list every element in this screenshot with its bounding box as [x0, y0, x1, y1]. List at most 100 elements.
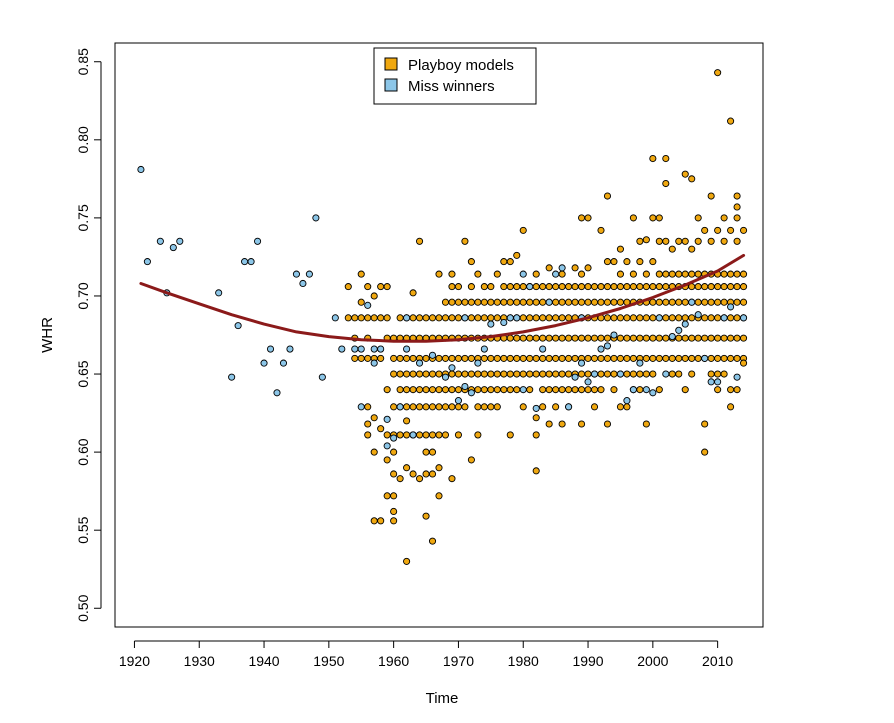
playboy-point — [629, 334, 637, 342]
playboy-point — [688, 270, 696, 278]
playboy-point — [461, 403, 469, 411]
playboy-point — [480, 403, 488, 411]
playboy-point — [584, 370, 592, 378]
playboy-point — [532, 354, 540, 362]
playboy-point — [603, 192, 612, 200]
playboy-point — [733, 314, 741, 322]
playboy-point — [727, 117, 735, 125]
playboy-point — [655, 386, 663, 394]
playboy-point — [584, 354, 592, 362]
miss-point — [727, 303, 735, 311]
playboy-point — [597, 354, 605, 362]
x-tick-label: 1930 — [184, 653, 215, 669]
playboy-point — [487, 314, 495, 322]
playboy-point — [688, 334, 696, 342]
playboy-point — [422, 448, 430, 456]
playboy-point — [390, 370, 398, 378]
playboy-point — [623, 370, 631, 378]
playboy-point — [681, 237, 689, 245]
playboy-point — [454, 298, 462, 306]
playboy-point — [610, 283, 618, 291]
playboy-point — [675, 314, 683, 322]
miss-point — [377, 345, 385, 353]
playboy-point — [370, 517, 378, 525]
playboy-point — [428, 448, 437, 456]
playboy-point — [435, 386, 443, 394]
playboy-point — [571, 354, 579, 362]
legend-swatch-playboy — [384, 57, 398, 71]
playboy-point — [649, 298, 657, 306]
playboy-point — [428, 470, 437, 478]
miss-point — [616, 370, 624, 378]
playboy-point — [642, 334, 650, 342]
playboy-point — [623, 314, 631, 322]
playboy-point — [629, 370, 637, 378]
playboy-point — [435, 314, 443, 322]
playboy-point — [649, 258, 657, 266]
miss-point — [461, 382, 469, 391]
playboy-point — [616, 334, 624, 342]
playboy-point — [668, 354, 676, 362]
miss-point — [403, 314, 411, 322]
playboy-point — [474, 270, 482, 278]
playboy-point — [370, 314, 378, 322]
playboy-point — [344, 314, 352, 322]
x-tick-label: 1980 — [508, 653, 539, 669]
playboy-point — [636, 237, 644, 245]
playboy-point — [467, 370, 475, 378]
playboy-point — [714, 386, 722, 394]
playboy-point — [681, 298, 689, 306]
miss-point — [519, 270, 527, 278]
playboy-point — [740, 226, 748, 234]
playboy-point — [435, 270, 443, 278]
playboy-point — [454, 386, 462, 394]
playboy-point — [435, 431, 443, 439]
playboy-point — [727, 354, 735, 362]
playboy-point — [578, 270, 586, 278]
miss-point — [500, 318, 508, 327]
playboy-point — [642, 283, 650, 291]
playboy-point — [565, 370, 573, 378]
playboy-point — [467, 298, 475, 306]
playboy-point — [558, 354, 566, 362]
playboy-point — [377, 425, 385, 433]
playboy-point — [733, 354, 741, 362]
playboy-point — [707, 354, 715, 362]
playboy-point — [675, 354, 683, 362]
playboy-point — [383, 492, 391, 500]
playboy-point — [688, 175, 696, 183]
x-axis: 1920 1930 1940 1950 1960 1970 1980 1990 2000 2010 — [119, 640, 733, 669]
playboy-point — [642, 270, 650, 278]
playboy-point — [571, 264, 579, 272]
playboy-point — [727, 226, 735, 234]
playboy-point — [688, 354, 696, 362]
playboy-point — [694, 283, 702, 291]
playboy-point — [474, 314, 482, 322]
y-tick-label: 0.85 — [75, 48, 91, 75]
playboy-point — [493, 386, 501, 394]
playboy-point — [390, 448, 398, 456]
playboy-point — [396, 386, 404, 394]
playboy-point — [416, 431, 424, 439]
playboy-point — [526, 386, 534, 394]
miss-point — [273, 389, 281, 397]
playboy-point — [532, 283, 540, 291]
miss-point — [506, 314, 514, 322]
playboy-point — [519, 298, 527, 306]
playboy-point — [390, 492, 398, 500]
playboy-point — [526, 354, 534, 362]
miss-point — [571, 373, 579, 381]
playboy-point — [707, 298, 715, 306]
playboy-point — [727, 283, 735, 291]
playboy-point — [545, 370, 553, 378]
playboy-point — [552, 298, 560, 306]
playboy-point — [416, 386, 424, 394]
playboy-point — [636, 314, 644, 322]
trend-line — [139, 253, 746, 343]
playboy-point — [597, 334, 605, 342]
playboy-point — [513, 354, 521, 362]
points-layer — [137, 69, 748, 565]
playboy-point — [720, 270, 728, 278]
playboy-point — [344, 283, 352, 291]
